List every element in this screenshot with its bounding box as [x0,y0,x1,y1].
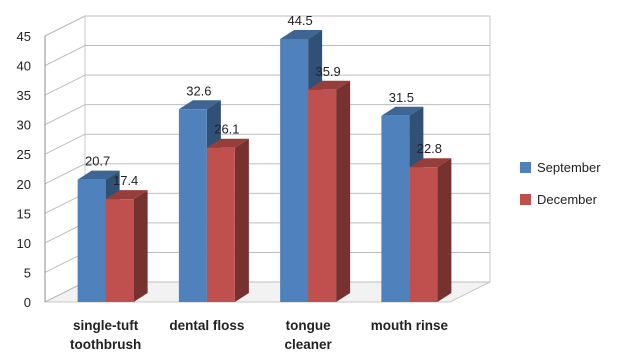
bar-front-face [308,89,337,303]
bars [77,29,452,303]
data-labels: 20.717.4 32.6 26.1 44.5 35.9 31.5 22.8 [85,13,442,188]
x-tick-label-single-tuft-toothbrush: single-tuft toothbrush [70,318,141,352]
x-tick-label-dental-floss: dental floss [169,318,244,333]
data-label-september-dental-floss: 32.6 [186,83,211,98]
bar-december-single-tuft-toothbrush [105,190,148,302]
y-tick-label: 45 [17,29,31,44]
legend-swatch-december [520,193,531,205]
bar-side-face [133,190,148,302]
y-tick-label: 15 [17,206,31,221]
x-tick-label-line: dental floss [169,318,244,333]
gridline [44,163,490,185]
x-axis: single-tuft toothbrush dental floss tongue c… [70,318,448,352]
legend-item-december: December [520,187,601,211]
bar-front-face [105,199,134,302]
y-tick-label: 0 [24,295,31,310]
bar-front-face [381,115,410,302]
x-tick-label-line: toothbrush [70,337,141,352]
bar-front-face [206,147,235,302]
bar-front-face [77,179,106,302]
x-tick-label-line: mouth rinse [371,318,449,333]
bar-front-face [280,38,309,302]
gridlines [44,15,490,303]
legend-swatch-september [520,161,531,173]
gridline [44,45,490,67]
y-axis: 0 5 10 15 20 25 30 35 40 45 [17,29,46,310]
data-label-december-tongue-cleaner: 35.9 [315,64,340,79]
data-label-september-tongue-cleaner: 44.5 [287,13,312,28]
bar-side-face [437,158,452,302]
legend-item-september: September [520,155,601,179]
data-label-september-mouth-rinse: 31.5 [389,90,414,105]
bar-december-tongue-cleaner [308,80,351,303]
x-tick-label-mouth-rinse: mouth rinse [371,318,449,333]
y-tick-label: 35 [17,88,31,103]
bar-december-dental-floss [206,138,249,302]
y-tick-label: 25 [17,147,31,162]
data-label-december-mouth-rinse: 22.8 [417,141,442,156]
bar-front-face [409,167,438,302]
bar-side-face [234,138,249,302]
bar-front-face [178,109,207,302]
bar-side-face [336,80,351,303]
gridline [44,104,490,126]
x-tick-label-line: tongue [286,318,331,333]
x-tick-label-line: cleaner [284,337,332,352]
legend-label-september: September [537,159,601,175]
legend-label-december: December [537,191,597,207]
x-tick-label-tongue-cleaner: tongue cleaner [284,318,332,352]
y-tick-label: 10 [17,236,31,251]
x-tick-label-line: single-tuft [73,318,139,333]
y-tick-label: 5 [24,265,31,280]
gridline [44,133,490,155]
y-tick-label: 20 [17,177,31,192]
legend: September December [520,155,601,219]
gridline [44,74,490,96]
data-label-september-single-tuft-toothbrush: 20.7 [85,154,110,169]
y-tick-label: 40 [17,59,31,74]
data-label-december-single-tuft-toothbrush: 17.4 [113,173,138,188]
gridline [44,15,490,37]
data-label-december-dental-floss: 26.1 [214,122,239,137]
y-tick-label: 30 [17,118,31,133]
bar-december-mouth-rinse [409,158,452,302]
